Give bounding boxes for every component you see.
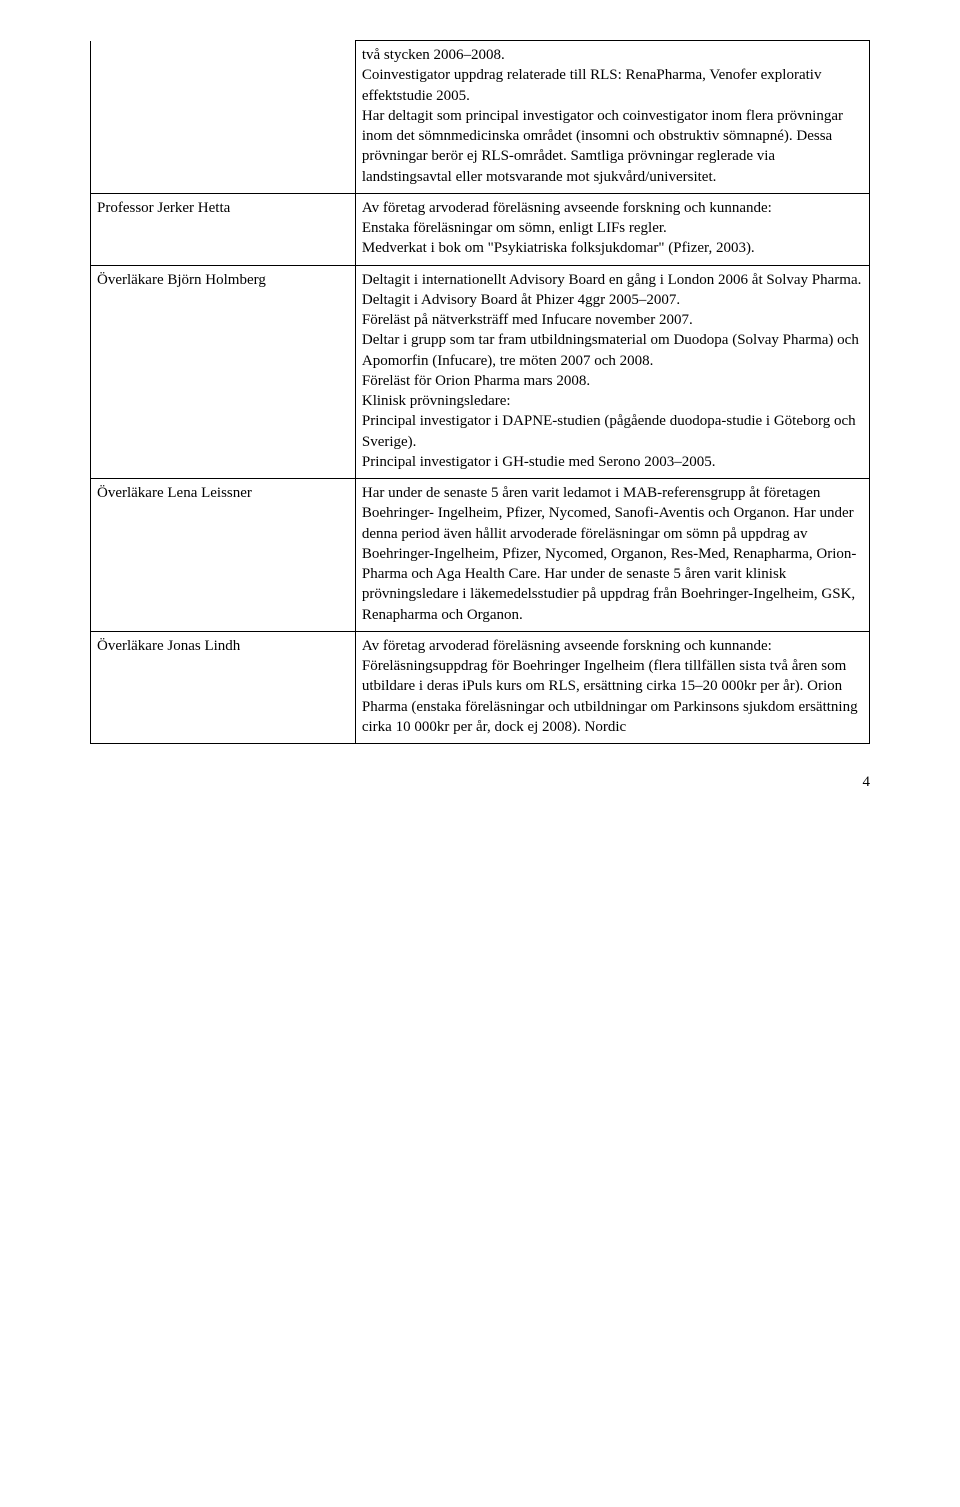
description-cell: Deltagit i internationellt Advisory Boar… [355,265,869,479]
table-row: Överläkare Jonas LindhAv företag arvoder… [91,631,870,743]
table-row: Professor Jerker HettaAv företag arvoder… [91,193,870,265]
description-cell: Av företag arvoderad föreläsning avseend… [355,193,869,265]
description-cell: Har under de senaste 5 åren varit ledamo… [355,479,869,632]
description-text: Av företag arvoderad föreläsning avseend… [362,636,863,737]
table-row: Överläkare Lena LeissnerHar under de sen… [91,479,870,632]
person-name-cell: Överläkare Björn Holmberg [91,265,356,479]
description-cell: två stycken 2006–2008. Coinvestigator up… [355,41,869,194]
description-text: Har under de senaste 5 åren varit ledamo… [362,483,863,625]
document-table: två stycken 2006–2008. Coinvestigator up… [90,40,870,744]
table-row: två stycken 2006–2008. Coinvestigator up… [91,41,870,194]
person-name-cell [91,41,356,194]
table-row: Överläkare Björn HolmbergDeltagit i inte… [91,265,870,479]
description-text: Deltagit i internationellt Advisory Boar… [362,270,863,473]
person-name-cell: Överläkare Jonas Lindh [91,631,356,743]
page-number: 4 [90,772,870,792]
description-cell: Av företag arvoderad föreläsning avseend… [355,631,869,743]
description-text: Av företag arvoderad föreläsning avseend… [362,198,863,259]
person-name-cell: Professor Jerker Hetta [91,193,356,265]
description-text: två stycken 2006–2008. Coinvestigator up… [362,45,863,187]
person-name-cell: Överläkare Lena Leissner [91,479,356,632]
